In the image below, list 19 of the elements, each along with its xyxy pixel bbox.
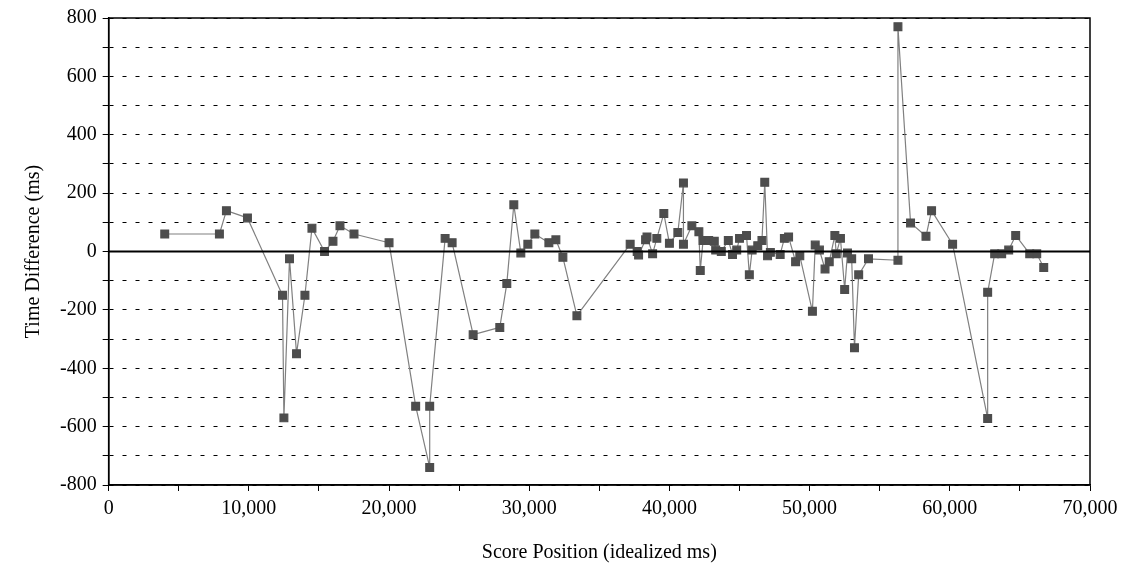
- x-tick-label: 50,000: [782, 496, 838, 519]
- y-tick-label: 400: [66, 122, 97, 144]
- x-axis-title: Score Position (idealized ms): [481, 540, 717, 564]
- x-tick-label: 0: [103, 496, 114, 519]
- x-tick-label: 70,000: [1062, 496, 1118, 519]
- x-tick-label: 60,000: [922, 496, 978, 519]
- x-tick-label: 10,000: [221, 496, 277, 519]
- x-tick-label: 20,000: [361, 496, 417, 519]
- y-tick-label: -200: [59, 297, 97, 320]
- y-tick-label: -800: [59, 472, 97, 495]
- y-tick-label: 800: [66, 5, 97, 28]
- y-tick-label: -400: [59, 355, 97, 378]
- y-axis-title: Time Difference (ms): [21, 164, 45, 339]
- y-tick-label: 0: [86, 238, 97, 261]
- y-tick-label: 600: [66, 63, 97, 86]
- y-tick-label: -600: [59, 413, 97, 436]
- y-tick-label: 200: [66, 180, 97, 203]
- x-tick-label: 40,000: [641, 496, 697, 519]
- x-tick-label: 30,000: [501, 496, 557, 519]
